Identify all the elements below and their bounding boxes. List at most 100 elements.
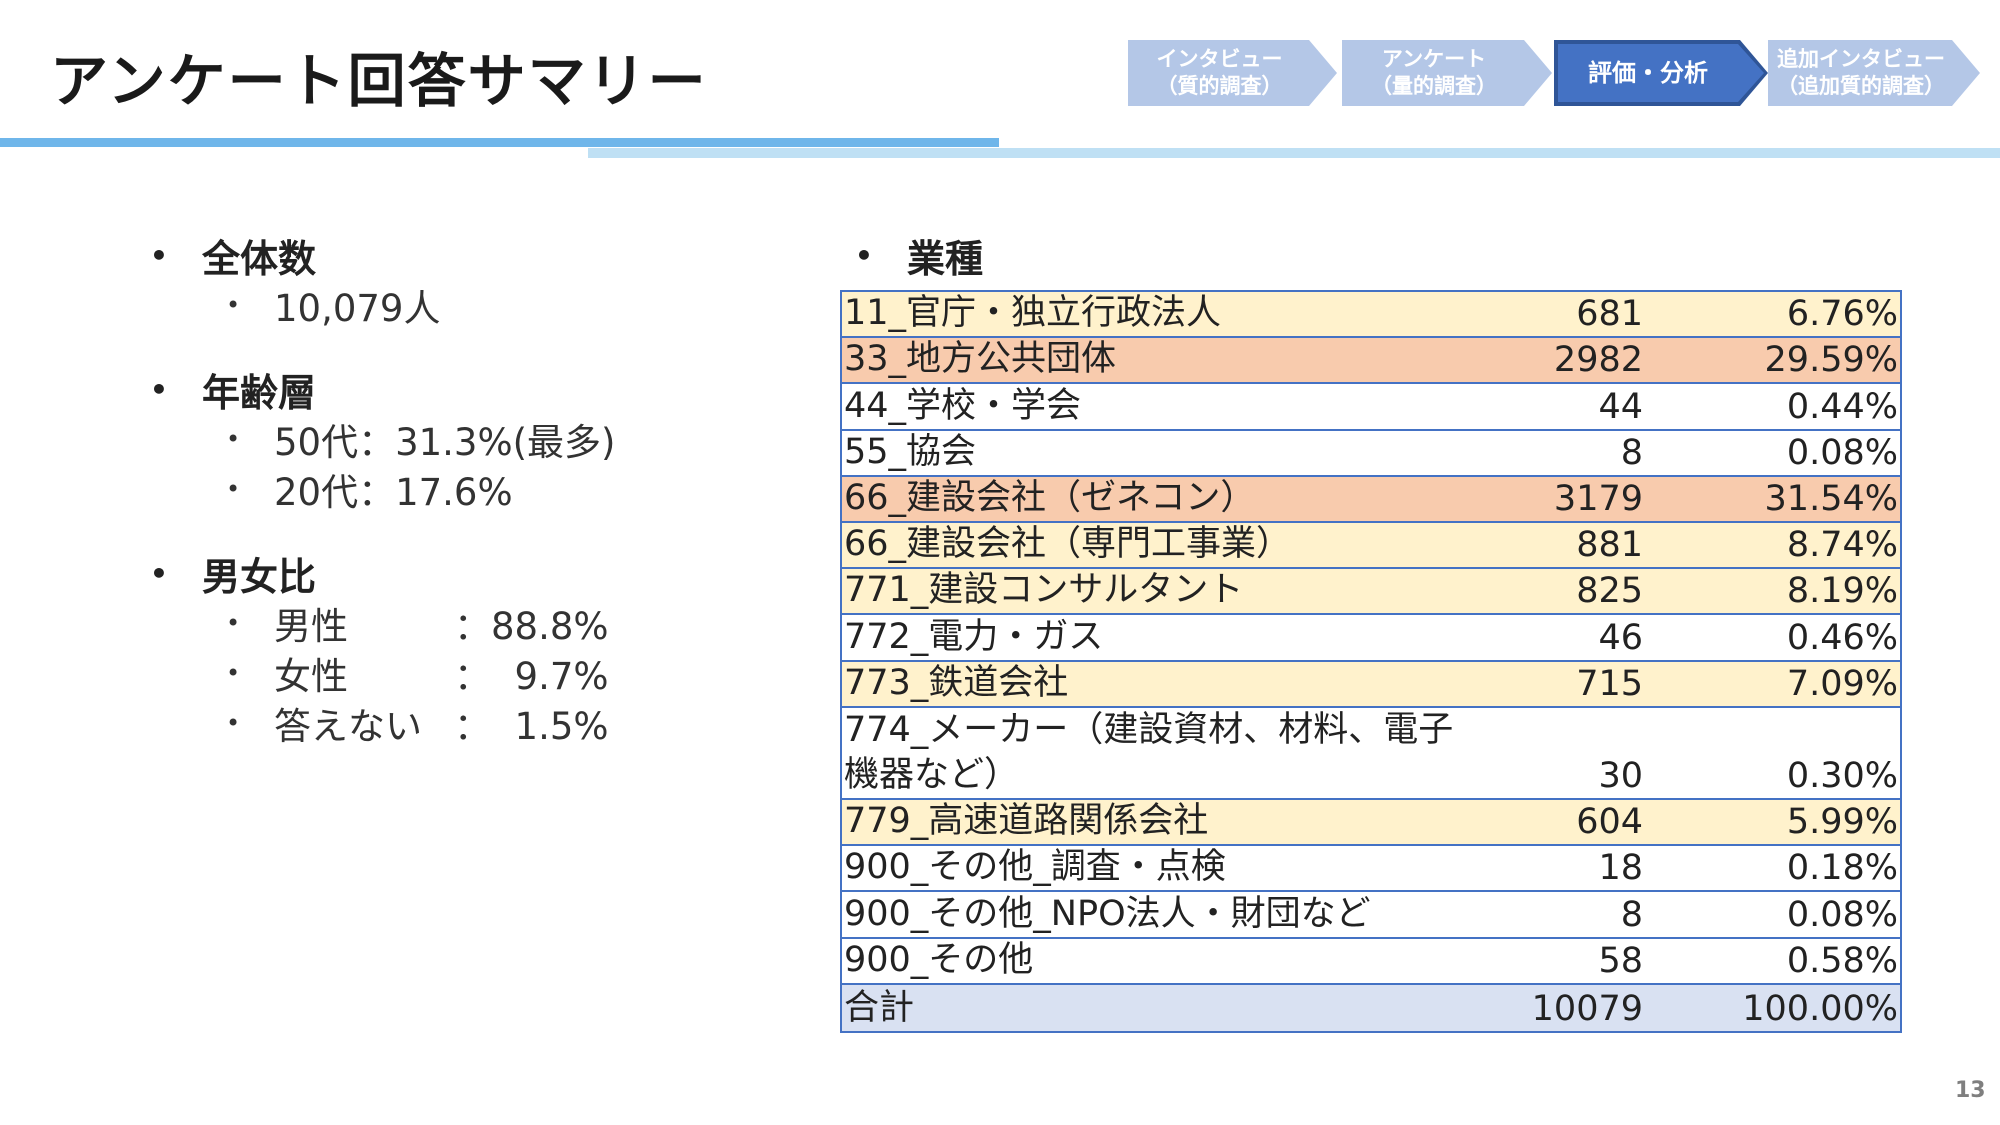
industry-name: 779_高速道路関係会社 [844, 801, 1209, 842]
industry-count: 825 [1576, 571, 1643, 612]
table-row: 900_その他 58 0.58% [842, 938, 1900, 985]
step-label: （量的調査） [1371, 74, 1497, 98]
industry-name: 44_学校・学会 [844, 385, 1082, 426]
title-underline-light [588, 148, 2000, 158]
process-step: 追加インタビュー （追加質的調査） [1768, 40, 1980, 106]
industry-name: 774_メーカー（建設資材、材料、電子 機器など） [844, 710, 1454, 796]
bullet-icon: • [226, 291, 241, 319]
table-row: 773_鉄道会社 715 7.09% [842, 661, 1900, 708]
industry-percent: 100.00% [1742, 989, 1898, 1030]
gender-value: ： 9.7% [454, 655, 609, 698]
step-label: インタビュー [1156, 47, 1283, 71]
industry-name: 合計 [844, 988, 915, 1029]
gender-label: 女性 [274, 655, 348, 698]
industry-name: 33_地方公共団体 [844, 339, 1117, 380]
total-row: 合計 10079 100.00% [842, 984, 1900, 1032]
age-section: • 年齢層 • 50代：31.3%(最多) • 20代：17.6% [150, 364, 616, 515]
total-section: • 全体数 • 10,079人 [150, 230, 616, 331]
industry-name: 772_電力・ガス [844, 616, 1104, 657]
industry-name: 11_官庁・独立行政法人 [844, 293, 1222, 334]
industry-percent: 0.30% [1786, 756, 1898, 797]
bullet-icon: • [226, 709, 241, 737]
industry-count: 30 [1598, 756, 1643, 797]
step-label: （質的調査） [1156, 74, 1283, 98]
industry-count: 46 [1598, 617, 1643, 658]
industry-percent: 29.59% [1764, 340, 1898, 381]
age-item: 50代：31.3%(最多) [274, 421, 616, 464]
industry-count: 2982 [1553, 340, 1643, 381]
industry-percent: 6.76% [1786, 294, 1898, 335]
title-underline [0, 138, 999, 147]
page-title: アンケート回答サマリー [50, 47, 708, 115]
table-row: 66_建設会社（ゼネコン） 3179 31.54% [842, 476, 1900, 523]
step-label: 評価・分析 [1558, 44, 1764, 102]
gender-heading: 男女比 [202, 554, 317, 599]
step-label: 追加インタビュー [1777, 47, 1945, 71]
table-row: 11_官庁・独立行政法人 681 6.76% [842, 292, 1900, 339]
industry-percent: 0.18% [1786, 848, 1898, 889]
gender-label: 答えない [274, 705, 422, 748]
industry-percent: 0.58% [1786, 940, 1898, 981]
industry-percent: 5.99% [1786, 802, 1898, 843]
industry-name: 773_鉄道会社 [844, 662, 1069, 703]
table-row: 900_その他_NPO法人・財団など 8 0.08% [842, 892, 1900, 939]
bullet-icon: • [226, 475, 241, 503]
step-label: アンケート [1381, 47, 1487, 71]
total-value: 10,079人 [274, 287, 441, 330]
industry-count: 8 [1620, 894, 1643, 935]
bullet-icon: • [226, 609, 241, 637]
age-heading: 年齢層 [202, 370, 317, 415]
bullet-icon: • [150, 238, 168, 272]
age-item: 20代：17.6% [274, 471, 513, 514]
total-heading: 全体数 [202, 236, 317, 281]
industry-name: 900_その他 [844, 939, 1034, 980]
process-step: インタビュー （質的調査） [1128, 40, 1337, 106]
industry-count: 10079 [1531, 989, 1643, 1030]
summary-list: • 全体数 • 10,079人 • 年齢層 • 50代：31.3%(最多) • 20代：1… [150, 230, 616, 782]
table-row: 771_建設コンサルタント 825 8.19% [842, 569, 1900, 616]
industry-heading: • 業種 [855, 230, 984, 281]
table-row: 779_高速道路関係会社 604 5.99% [842, 800, 1900, 847]
industry-percent: 31.54% [1764, 478, 1898, 519]
process-step: 評価・分析 [1554, 40, 1768, 106]
bullet-icon: • [226, 659, 241, 687]
process-step: アンケート （量的調査） [1342, 40, 1552, 106]
bullet-icon: • [150, 372, 168, 406]
table-row: 33_地方公共団体 2982 29.59% [842, 338, 1900, 385]
industry-count: 58 [1598, 940, 1643, 981]
bullet-icon: • [855, 238, 873, 272]
table-row: 774_メーカー（建設資材、材料、電子 機器など） 30 0.30% [842, 707, 1900, 801]
page-number: 13 [1955, 1078, 1986, 1103]
gender-label: 男性 [274, 605, 348, 648]
industry-percent: 0.44% [1786, 386, 1898, 427]
industry-count: 3179 [1553, 478, 1643, 519]
table-row: 44_学校・学会 44 0.44% [842, 384, 1900, 431]
table-row: 900_その他_調査・点検 18 0.18% [842, 846, 1900, 893]
industry-name: 66_建設会社（ゼネコン） [844, 477, 1256, 518]
industry-heading-text: 業種 [907, 236, 984, 281]
gender-section: • 男女比 • 男性 ：88.8% • 女性 ： 9.7% • 答えない ： 1.5% [150, 548, 616, 749]
industry-percent: 8.19% [1786, 571, 1898, 612]
industry-count: 8 [1620, 432, 1643, 473]
industry-table: 11_官庁・独立行政法人 681 6.76% 33_地方公共団体 2982 29.59% 4… [840, 290, 1902, 1034]
industry-name: 55_協会 [844, 431, 977, 472]
table-row: 55_協会 8 0.08% [842, 430, 1900, 477]
bullet-icon: • [150, 556, 168, 590]
industry-count: 44 [1598, 386, 1643, 427]
bullet-icon: • [226, 425, 241, 453]
industry-percent: 7.09% [1786, 663, 1898, 704]
industry-name: 66_建設会社（専門工事業） [844, 524, 1292, 565]
industry-count: 881 [1576, 525, 1643, 566]
industry-name: 900_その他_調査・点検 [844, 847, 1226, 888]
gender-value: ：88.8% [454, 605, 609, 648]
industry-percent: 8.74% [1786, 525, 1898, 566]
gender-value: ： 1.5% [454, 705, 609, 748]
industry-count: 715 [1576, 663, 1643, 704]
industry-percent: 0.08% [1786, 894, 1898, 935]
industry-percent: 0.08% [1786, 432, 1898, 473]
industry-count: 18 [1598, 848, 1643, 889]
step-label: （追加質的調査） [1777, 74, 1945, 98]
industry-count: 604 [1576, 802, 1643, 843]
industry-name: 771_建設コンサルタント [844, 570, 1244, 611]
industry-name: 900_その他_NPO法人・財団など [844, 893, 1371, 934]
